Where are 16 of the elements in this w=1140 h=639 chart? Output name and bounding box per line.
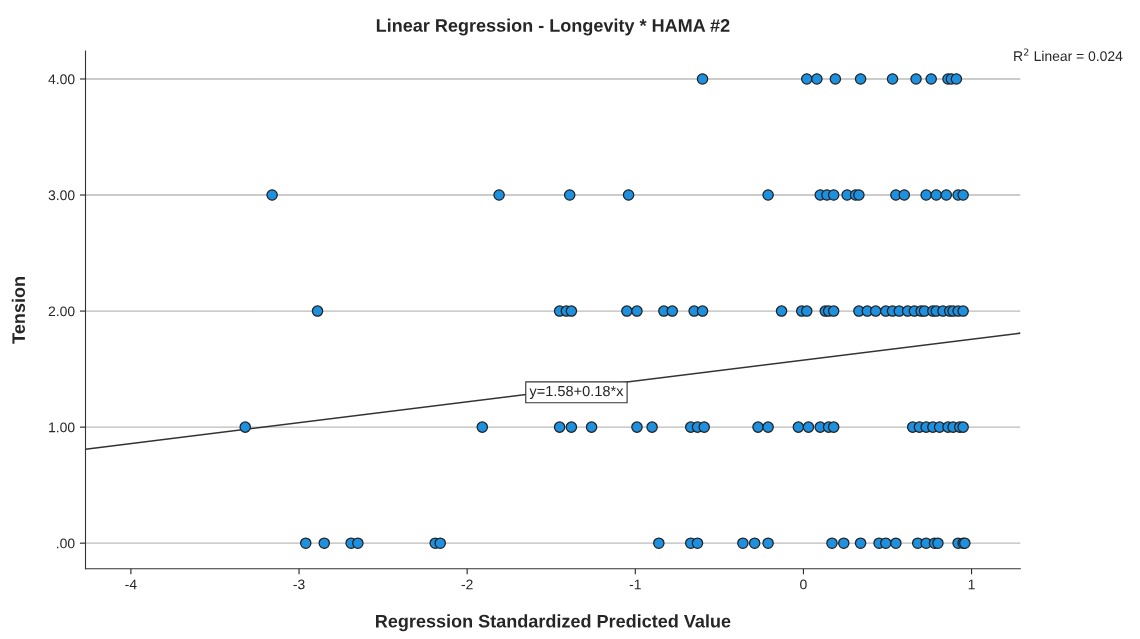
chart-title: Linear Regression - Longevity * HAMA #2 — [376, 18, 730, 36]
x-tick-label: 0 — [800, 579, 807, 590]
y-tick-label: 3.00 — [48, 190, 75, 201]
y-tick-label: 2.00 — [48, 306, 75, 317]
x-axis-title: Regression Standardized Predicted Value — [376, 614, 731, 632]
y-tick-label: 1.00 — [49, 422, 75, 433]
x-tick-label: 1 — [968, 579, 975, 590]
annotation: R$^{2}$ Linear = 0.024 — [1014, 48, 1123, 62]
x-tick-label: -3 — [293, 579, 305, 590]
y-axis-title: Tension — [11, 277, 26, 344]
y-tick-label: .00 — [57, 538, 75, 549]
x-tick-label: -4 — [125, 579, 137, 590]
x-tick-label: -1 — [629, 579, 641, 590]
y-tick-label: 4.00 — [48, 74, 75, 85]
x-tick-label: -2 — [461, 579, 473, 590]
annotation: y=1.58+0.18*x — [529, 385, 624, 400]
